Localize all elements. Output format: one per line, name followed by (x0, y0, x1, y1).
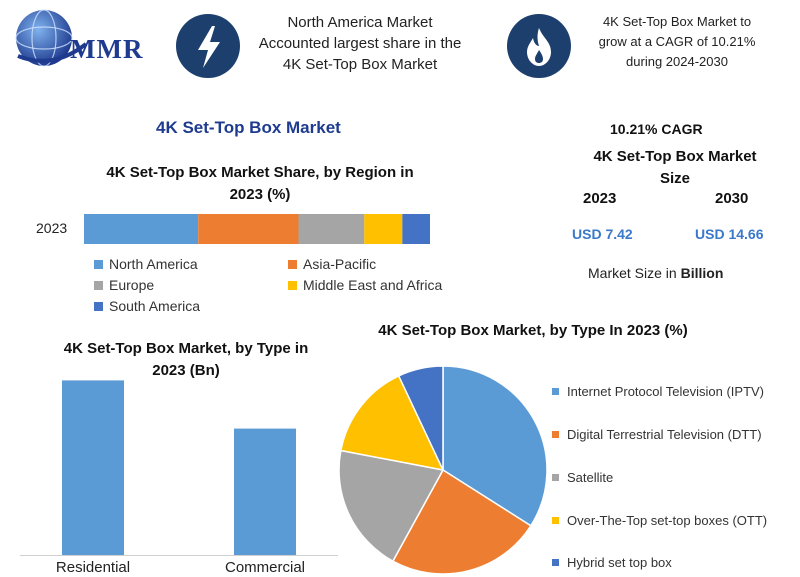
region-bar-segment-asia-pacific (198, 214, 299, 244)
region-bar-segment-south-america (402, 214, 430, 244)
type-bar-chart-title: 4K Set-Top Box Market, by Type in 2023 (… (63, 340, 309, 379)
type-pie-chart (338, 365, 548, 575)
legend-swatch (552, 517, 559, 524)
legend-item-asia-pacific: Asia-Pacific (288, 256, 376, 272)
region-stacked-bar (84, 214, 430, 244)
legend-item-middle-east-africa: Middle East and Africa (288, 277, 442, 293)
region-bar-segment-north-america (84, 214, 199, 244)
year-2023: 2023 (583, 190, 617, 207)
bar-residential (62, 380, 124, 556)
year-2030: 2030 (715, 190, 749, 207)
value-2030: USD 14.66 (695, 226, 764, 242)
market-size-title: 4K Set-Top Box Market Size (593, 148, 757, 187)
market-size-unit: Market Size in Billion (588, 265, 724, 281)
legend-swatch (94, 259, 103, 269)
pie-slice-digital-terrestrial-television-dtt (391, 468, 532, 575)
logo: MMR (8, 4, 158, 74)
region-bar-segment-europe (298, 214, 365, 244)
legend-swatch (552, 431, 559, 438)
page-title: 4K Set-Top Box Market (156, 118, 341, 137)
x-tick-residential: Residential (55, 559, 131, 576)
pie-slice-hybrid-set-top-box (397, 365, 444, 471)
legend-swatch (94, 301, 103, 311)
pie-legend-hybrid: Hybrid set top box (552, 555, 672, 570)
pie-chart-title: 4K Set-Top Box Market, by Type In 2023 (… (378, 322, 688, 339)
header-box2: 4K Set-Top Box Market to grow at a CAGR … (598, 14, 756, 69)
value-2023: USD 7.42 (572, 226, 633, 242)
pie-legend-ott: Over-The-Top set-top boxes (OTT) (552, 513, 767, 528)
bar-commercial (234, 428, 296, 556)
region-category-label: 2023 (36, 220, 68, 236)
legend-swatch (552, 474, 559, 481)
legend-item-south-america: South America (94, 298, 200, 314)
type-bar-chart (20, 380, 338, 556)
pie-slice-over-the-top-set-top-boxes-ott (339, 374, 445, 472)
header-box1: North America Market Accounted largest s… (258, 14, 462, 73)
globe-icon (15, 9, 88, 67)
region-bar-segment-middle-east-and-africa (364, 214, 403, 244)
region-legend: North America Asia-Pacific Europe Middle… (94, 256, 474, 320)
legend-item-europe: Europe (94, 277, 154, 293)
pie-legend-dtt: Digital Terrestrial Television (DTT) (552, 427, 762, 442)
legend-swatch (288, 280, 297, 290)
legend-swatch (288, 259, 297, 269)
region-chart-title: 4K Set-Top Box Market Share, by Region i… (106, 164, 414, 203)
pie-slice-satellite (338, 449, 445, 563)
legend-swatch (94, 280, 103, 290)
lightning-icon (176, 14, 240, 78)
legend-item-north-america: North America (94, 256, 198, 272)
logo-text: MMR (70, 34, 144, 64)
pie-legend-iptv: Internet Protocol Television (IPTV) (552, 384, 764, 399)
cagr-label: 10.21% CAGR (610, 121, 703, 137)
legend-swatch (552, 559, 559, 566)
flame-icon (507, 14, 571, 78)
pie-legend-satellite: Satellite (552, 470, 613, 485)
pie-legend: Internet Protocol Television (IPTV) Digi… (552, 384, 797, 574)
legend-swatch (552, 388, 559, 395)
x-tick-commercial: Commercial (224, 559, 305, 576)
